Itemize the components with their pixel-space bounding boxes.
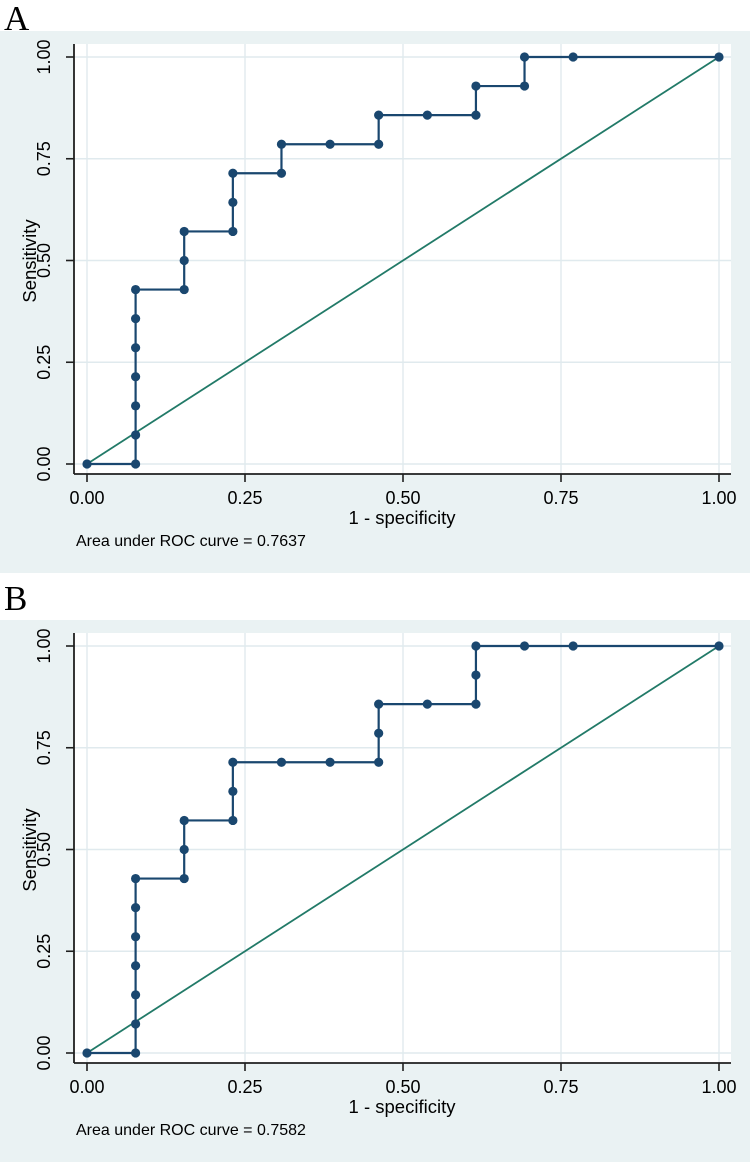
data-point-marker [228,226,238,237]
data-point-marker [519,641,530,651]
axes: 0.00 0.25 0.50 0.75 1.00 0.00 0.25 0.50 0.75 1.00 [34,39,737,508]
data-point-marker [228,757,238,767]
y-axis-title-a: Sensitivity [19,219,40,303]
data-point-marker [471,110,481,120]
roc-curve-markers [82,641,724,1058]
data-point-marker [568,641,578,651]
reference-line [86,645,720,1054]
data-point-marker [131,343,141,353]
panel-label-b: B [4,579,28,618]
y-tick-label: 0.25 [34,934,54,969]
data-point-marker [131,1048,141,1058]
y-axis-title-b: Sensitivity [19,808,40,892]
x-tick-label: 1.00 [701,488,736,508]
data-point-marker [228,168,238,178]
data-point-marker [179,226,189,237]
data-point-marker [471,641,481,651]
x-tick-label: 0.75 [543,1077,578,1097]
data-point-marker [179,844,189,855]
data-point-marker [82,1048,92,1058]
x-tick-label: 0.50 [385,488,420,508]
data-point-marker [179,284,189,295]
roc-curve-markers [82,52,724,469]
roc-curve-line [87,55,719,466]
reference-line [86,56,720,465]
auc-caption-a: Area under ROC curve = 0.7637 [76,533,306,550]
y-tick-label: 0.75 [34,141,54,176]
data-point-marker [374,139,384,149]
data-point-marker [131,372,141,382]
data-point-marker [179,255,189,266]
x-tick-label: 0.00 [69,488,104,508]
data-point-marker [325,139,335,149]
roc-curve-line [87,644,719,1055]
data-point-marker [276,168,287,178]
data-point-marker [228,197,238,207]
data-point-marker [131,873,141,884]
roc-chart-b: 0.00 0.25 0.50 0.75 1.00 0.00 0.25 0.50 0.75 1.00 [34,628,737,1097]
x-tick-label: 1.00 [701,1077,736,1097]
panel-label-a: A [4,0,30,38]
data-point-marker [228,815,238,826]
data-point-marker [131,990,141,1000]
data-point-marker [131,1019,141,1029]
data-point-marker [714,641,724,651]
y-tick-label: 0.00 [34,446,54,481]
x-tick-label: 0.50 [385,1077,420,1097]
data-point-marker [568,52,578,62]
y-tick-label: 1.00 [34,39,54,74]
y-tick-label: 0.50 [34,243,54,278]
data-point-marker [131,314,141,324]
roc-panel-a: 0.00 0.25 0.50 0.75 1.00 0.00 0.25 0.50 0.75 1.00… [0,31,750,573]
y-tick-label: 0.75 [34,730,54,765]
y-tick-label: 0.50 [34,832,54,867]
x-tick-label: 0.25 [227,488,262,508]
data-point-marker [276,139,287,149]
data-point-marker [82,459,92,469]
data-point-marker [471,699,481,709]
data-point-marker [374,757,384,767]
data-point-marker [131,903,141,913]
data-point-marker [471,81,481,91]
data-point-marker [374,728,384,738]
x-tick-label: 0.75 [543,488,578,508]
axes: 0.00 0.25 0.50 0.75 1.00 0.00 0.25 0.50 0.75 1.00 [34,628,737,1097]
data-point-marker [276,757,287,767]
data-point-marker [519,52,530,62]
data-point-marker [131,401,141,411]
data-point-marker [714,52,724,62]
data-point-marker [374,110,384,120]
roc-chart-a: 0.00 0.25 0.50 0.75 1.00 0.00 0.25 0.50 0.75 1.00 [34,39,737,508]
data-point-marker [422,699,432,709]
y-tick-label: 1.00 [34,628,54,663]
x-tick-label: 0.25 [227,1077,262,1097]
roc-panel-b: 0.00 0.25 0.50 0.75 1.00 0.00 0.25 0.50 0.75 1.00… [0,620,750,1162]
x-axis-title-a: 1 - specificity [348,507,456,528]
y-tick-label: 0.25 [34,345,54,380]
data-point-marker [422,110,432,120]
data-point-marker [131,932,141,942]
data-point-marker [519,81,530,91]
data-point-marker [374,699,384,709]
data-point-marker [131,459,141,469]
data-point-marker [131,961,141,971]
y-tick-label: 0.00 [34,1035,54,1070]
data-point-marker [471,670,481,680]
x-tick-label: 0.00 [69,1077,104,1097]
data-point-marker [131,430,141,440]
auc-caption-b: Area under ROC curve = 0.7582 [76,1122,306,1139]
x-axis-title-b: 1 - specificity [348,1096,456,1117]
data-point-marker [228,786,238,796]
data-point-marker [131,284,141,295]
data-point-marker [179,873,189,884]
data-point-marker [325,757,335,767]
data-point-marker [179,815,189,826]
